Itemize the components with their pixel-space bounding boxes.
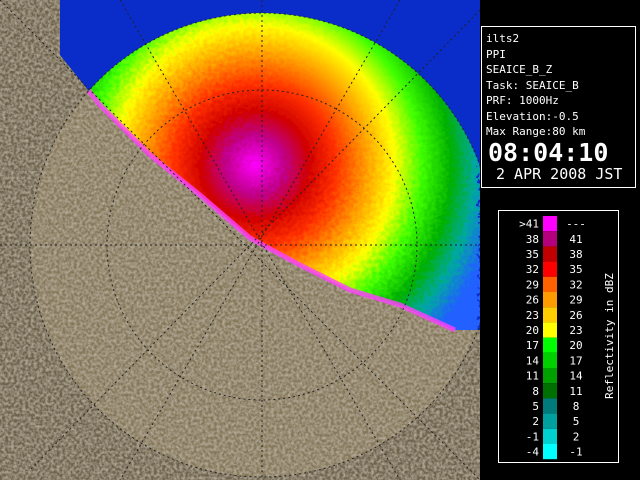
legend-high: 23 xyxy=(569,324,582,337)
legend-low: -4 xyxy=(526,446,540,459)
radar-map xyxy=(0,0,480,480)
legend-high: 8 xyxy=(573,400,580,413)
legend-high: 32 xyxy=(569,278,582,291)
spoke xyxy=(0,0,480,480)
coastal-echo xyxy=(58,53,457,333)
legend-high: 17 xyxy=(569,354,582,367)
info-line: Max Range:80 km xyxy=(486,125,586,138)
legend-low: 29 xyxy=(526,278,539,291)
legend-swatch xyxy=(543,383,557,399)
legend-swatch xyxy=(543,413,557,429)
info-line: PPI xyxy=(486,47,506,61)
legend-high: --- xyxy=(566,218,586,231)
info-line: PRF: 1000Hz xyxy=(486,94,559,107)
legend-low: 23 xyxy=(526,309,539,322)
legend-swatch xyxy=(543,322,557,338)
legend-low: >41 xyxy=(519,218,539,231)
legend-high: 26 xyxy=(569,309,582,322)
legend-swatch xyxy=(543,444,557,460)
legend: Reflectivity in dBZ >41 --- 38 41 35 38 32 35 29… xyxy=(498,210,619,463)
legend-low: 35 xyxy=(526,248,539,261)
legend-swatch xyxy=(543,216,557,232)
legend-swatch xyxy=(543,246,557,262)
info-line: Elevation:-0.5 xyxy=(486,109,579,123)
legend-swatch xyxy=(543,292,557,308)
legend-swatch xyxy=(543,428,557,444)
legend-high: 14 xyxy=(569,370,583,383)
legend-high: 2 xyxy=(573,430,580,443)
scan-time: 08:04:10 xyxy=(488,137,609,167)
legend-swatch xyxy=(543,261,557,277)
legend-title: Reflectivity in dBZ xyxy=(603,273,616,399)
land-in-range xyxy=(30,13,480,477)
legend-low: 20 xyxy=(526,324,539,337)
legend-swatch xyxy=(543,352,557,368)
legend-frame xyxy=(498,210,619,463)
legend-high: 5 xyxy=(573,415,580,428)
legend-high: 11 xyxy=(569,385,582,398)
info-line: Task: SEAICE_B xyxy=(486,78,579,92)
legend-low: 11 xyxy=(526,370,539,383)
legend-low: 8 xyxy=(532,385,539,398)
range-rings xyxy=(0,0,480,480)
legend-high: 29 xyxy=(569,294,582,307)
scan-date: 2 APR 2008 JST xyxy=(496,164,623,183)
legend-high: 38 xyxy=(569,248,582,261)
legend-low: 26 xyxy=(526,294,539,307)
legend-low: 5 xyxy=(532,400,539,413)
legend-low: 17 xyxy=(526,339,539,352)
legend-swatch xyxy=(543,368,557,384)
legend-high: 41 xyxy=(569,233,582,246)
legend-swatch xyxy=(543,337,557,353)
legend-swatch xyxy=(543,307,557,323)
legend-swatch xyxy=(543,231,557,247)
legend-low: 2 xyxy=(532,415,539,428)
legend-low: 14 xyxy=(526,354,540,367)
info-panel: ilts2 PPI SEAICE_B_Z Task: SEAICE_B PRF: 100… xyxy=(481,26,636,188)
legend-high: -1 xyxy=(569,446,582,459)
info-line: ilts2 xyxy=(486,32,520,45)
spoke xyxy=(29,9,480,471)
legend-low: 32 xyxy=(526,263,539,276)
legend-low: 38 xyxy=(526,233,539,246)
legend-low: -1 xyxy=(526,430,539,443)
legend-high: 35 xyxy=(569,263,582,276)
legend-swatch xyxy=(543,398,557,414)
info-line: SEAICE_B_Z xyxy=(486,63,553,76)
legend-high: 20 xyxy=(569,339,582,352)
legend-swatch xyxy=(543,276,557,292)
